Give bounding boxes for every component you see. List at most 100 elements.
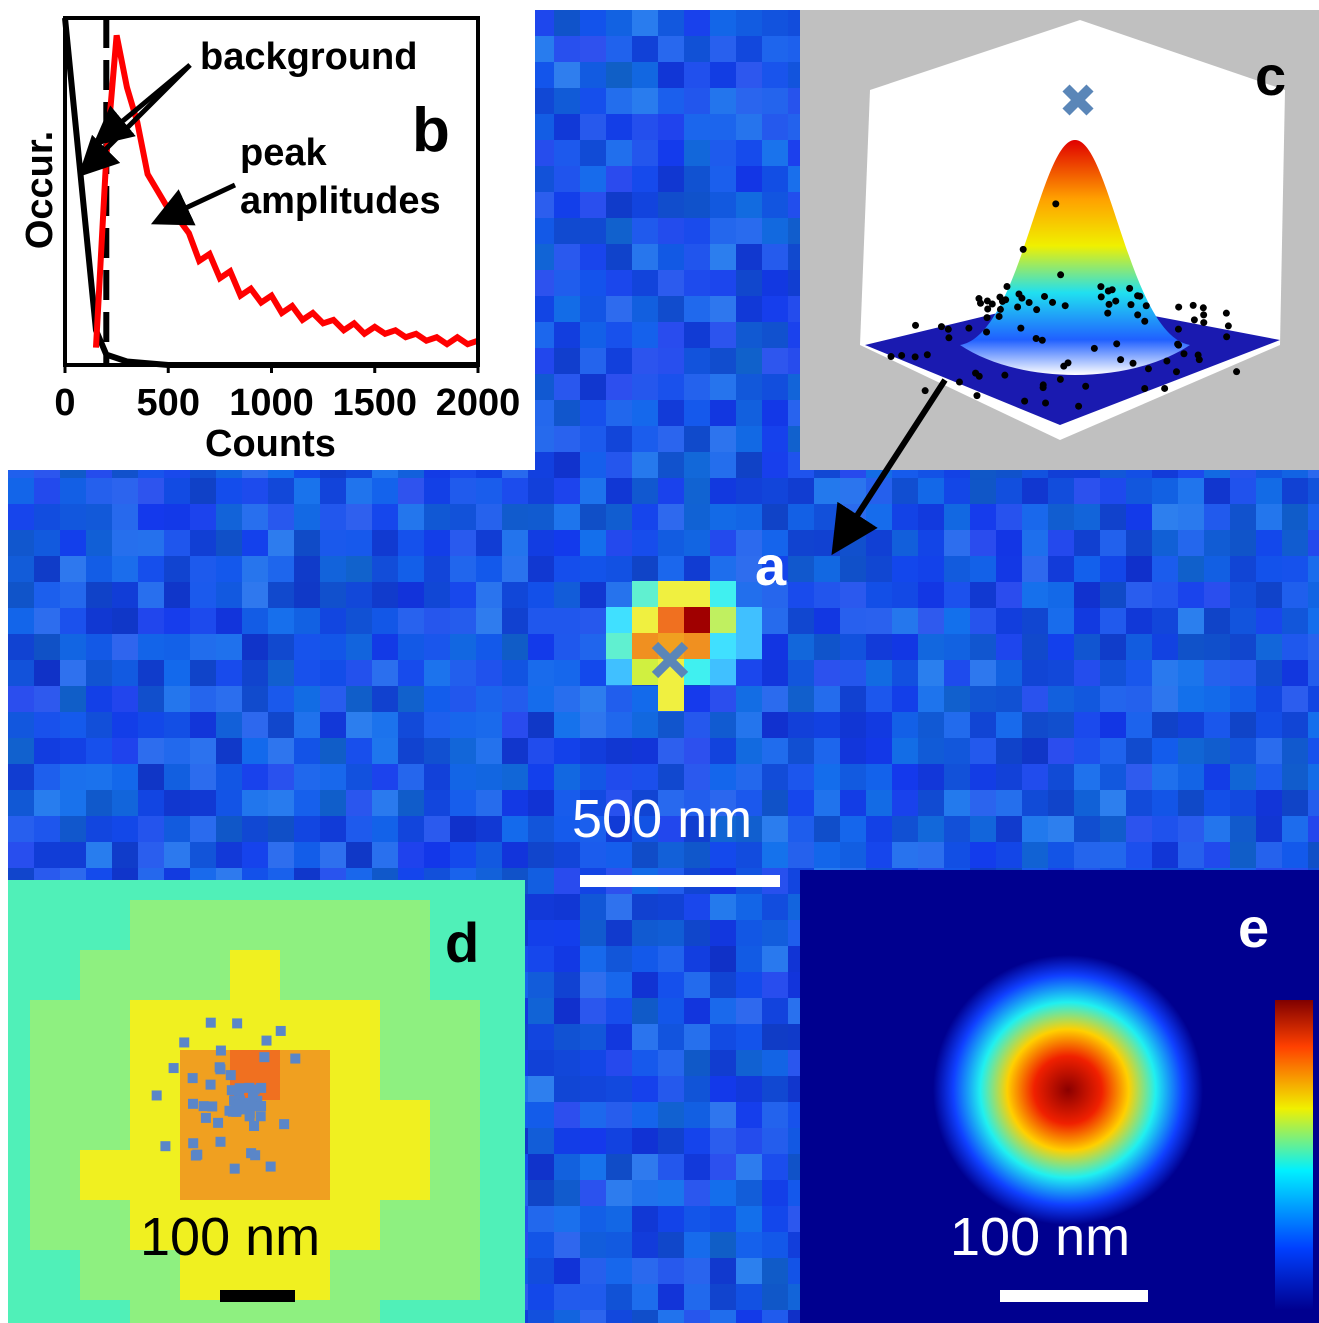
pixel [476, 530, 502, 556]
pixel [996, 816, 1022, 842]
pixel [502, 660, 528, 686]
pixel [710, 530, 736, 556]
data-point [1223, 333, 1230, 340]
pixel [606, 1284, 632, 1310]
pixel [710, 400, 736, 426]
pixel [1308, 738, 1319, 764]
pixel [710, 633, 736, 659]
pixel [1230, 686, 1256, 712]
pixel [1048, 504, 1074, 530]
data-point [1082, 383, 1089, 390]
pixel [112, 686, 138, 712]
pixel [1308, 660, 1319, 686]
pixel [762, 504, 788, 530]
pixel [762, 1154, 788, 1180]
pixel [866, 556, 892, 582]
pixel [1308, 582, 1319, 608]
pixel [918, 816, 944, 842]
data-point [965, 325, 972, 332]
data-point [1049, 299, 1056, 306]
pixel [606, 62, 632, 88]
pixel [944, 582, 970, 608]
pixel [944, 712, 970, 738]
pixel [944, 842, 970, 868]
pixel [528, 1024, 554, 1050]
pixel [1126, 504, 1152, 530]
pixel [86, 816, 112, 842]
data-point [945, 326, 952, 333]
pixel [330, 1300, 380, 1323]
pixel [1100, 842, 1126, 868]
pixel [138, 478, 164, 504]
pixel [866, 504, 892, 530]
pixel [580, 1154, 606, 1180]
pixel [1256, 842, 1282, 868]
pixel [736, 1128, 762, 1154]
pixel [632, 62, 658, 88]
pixel [736, 1024, 762, 1050]
pixel [294, 816, 320, 842]
pixel [996, 790, 1022, 816]
pixel [190, 738, 216, 764]
pixel [606, 88, 632, 114]
pixel [736, 1232, 762, 1258]
data-point [1052, 200, 1059, 207]
pixel [554, 634, 580, 660]
pixel [944, 530, 970, 556]
pixel [632, 244, 658, 270]
pixel [138, 504, 164, 530]
pixel [580, 1102, 606, 1128]
pixel [1048, 816, 1074, 842]
pixel [658, 607, 684, 633]
pixel [554, 738, 580, 764]
pixel [112, 660, 138, 686]
pixel [580, 504, 606, 530]
pixel [1204, 556, 1230, 582]
scale-bar-a [580, 875, 780, 887]
pixel [632, 894, 658, 920]
pixel [996, 764, 1022, 790]
pixel [372, 738, 398, 764]
pixel [710, 894, 736, 920]
pixel [762, 1076, 788, 1102]
pixel [372, 712, 398, 738]
pixel [1178, 816, 1204, 842]
pixel [710, 764, 736, 790]
data-point [1057, 271, 1064, 278]
pixel [1074, 738, 1100, 764]
data-point [1175, 304, 1182, 311]
pixel [1178, 478, 1204, 504]
pixel [528, 1154, 554, 1180]
pixel [80, 1100, 130, 1150]
pixel [762, 140, 788, 166]
pixel [788, 556, 814, 582]
pixel [60, 738, 86, 764]
pixel [1100, 582, 1126, 608]
pixel [1048, 478, 1074, 504]
pixel [268, 816, 294, 842]
pixel [1230, 556, 1256, 582]
pixel [580, 608, 606, 634]
pixel [398, 790, 424, 816]
pixel [112, 556, 138, 582]
pixel [1100, 712, 1126, 738]
pixel [918, 764, 944, 790]
localization [262, 1036, 272, 1046]
pixel [814, 660, 840, 686]
pixel [814, 504, 840, 530]
pixel [814, 738, 840, 764]
pixel [684, 894, 710, 920]
data-point [1039, 337, 1046, 344]
pixel [736, 426, 762, 452]
pixel [788, 686, 814, 712]
pixel [1282, 816, 1308, 842]
pixel [528, 1180, 554, 1206]
pixel [34, 764, 60, 790]
pixel [970, 712, 996, 738]
pixel [1152, 504, 1178, 530]
pixel [528, 660, 554, 686]
pixel [970, 660, 996, 686]
pixel [1308, 556, 1319, 582]
panel-label: e [1238, 900, 1269, 956]
pixel [138, 790, 164, 816]
